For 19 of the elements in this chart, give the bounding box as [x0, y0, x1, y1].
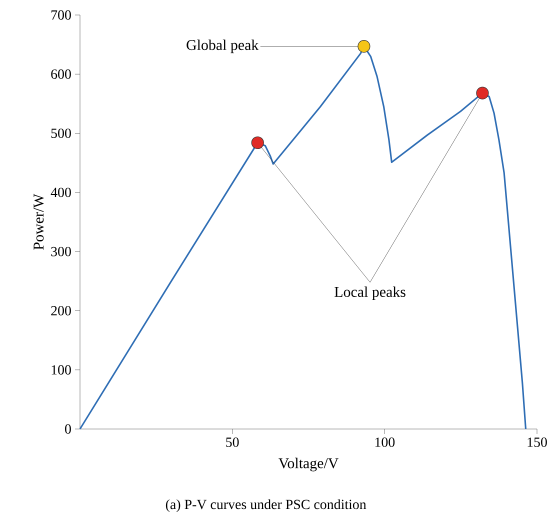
x-tick-label: 150 — [528, 438, 547, 447]
text: (a) P-V curves under PSC condition — [166, 499, 366, 512]
point — [251, 136, 264, 150]
y-tick-label: 300 — [51, 246, 71, 256]
y-tick-label: 0 — [65, 424, 71, 434]
x-tick-label: 100 — [375, 438, 395, 447]
y-tick-label: 500 — [51, 128, 71, 138]
point — [358, 40, 370, 53]
y-tick-label: 100 — [52, 365, 71, 375]
x-tick-label: 50 — [226, 438, 239, 447]
y-axis-title: Power/W — [34, 194, 44, 250]
y-tick-label: 200 — [51, 306, 71, 316]
annotation: Global peak — [186, 40, 259, 54]
y-tick-label: 600 — [51, 69, 71, 79]
annotation: Local peaks — [334, 286, 406, 300]
y-tick-label: 700 — [51, 10, 71, 20]
point — [476, 86, 489, 100]
y-tick-label: 400 — [50, 188, 71, 198]
x-axis-title: Voltage/V — [278, 458, 339, 472]
